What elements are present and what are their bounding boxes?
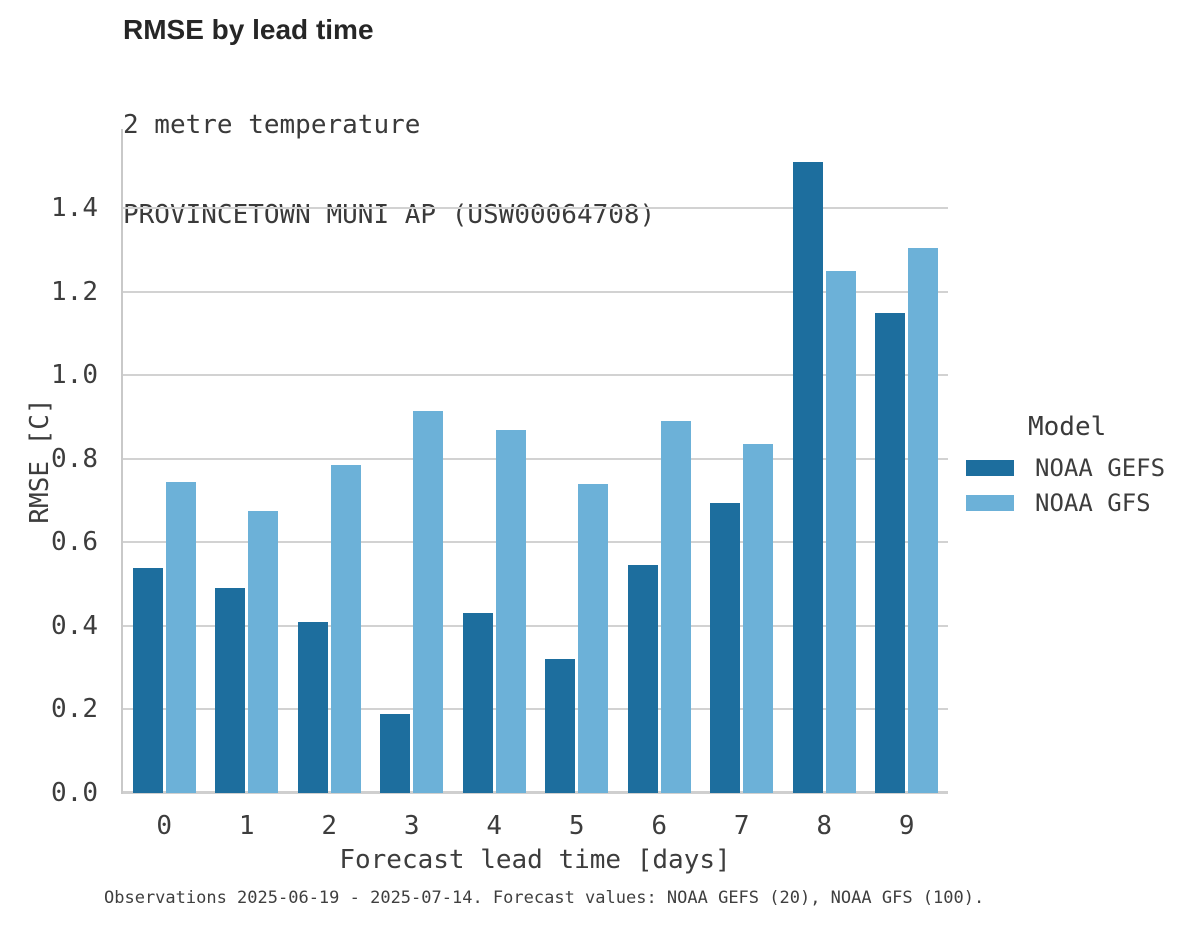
chart-subtitle-line-1: 2 metre temperature [123, 110, 421, 140]
x-tick-label-1: 1 [238, 811, 255, 841]
chart-title: RMSE by lead time [123, 14, 374, 45]
legend-item-noaa-gefs: NOAA GEFS [966, 450, 1165, 485]
legend-label-noaa-gefs: NOAA GEFS [1035, 453, 1166, 482]
bar-noaa-gfs-lead-7 [743, 444, 774, 793]
y-tick-label-0.0: 0.0 [51, 778, 98, 808]
bar-noaa-gefs-lead-1 [215, 588, 246, 793]
bar-noaa-gfs-lead-3 [413, 410, 444, 793]
bar-noaa-gfs-lead-9 [908, 248, 939, 793]
bar-noaa-gefs-lead-4 [462, 613, 493, 793]
bar-noaa-gefs-lead-3 [380, 713, 411, 793]
legend-label-noaa-gfs: NOAA GFS [1035, 488, 1151, 517]
y-tick-label-1.2: 1.2 [51, 276, 98, 307]
y-tick-label-0.8: 0.8 [51, 443, 98, 474]
chart-subtitle-line-2: PROVINCETOWN MUNI AP (USW00064708) [123, 200, 656, 230]
y-axis-spine [121, 129, 123, 794]
bar-noaa-gfs-lead-5 [578, 483, 609, 793]
gridline-0.2 [123, 708, 948, 711]
legend: Model NOAA GEFS NOAA GFS [966, 412, 1165, 520]
x-tick-label-6: 6 [651, 811, 668, 841]
gridline-1.2 [123, 290, 948, 293]
y-axis-label: RMSE [C] [25, 398, 55, 524]
y-tick-label-1.4: 1.4 [51, 193, 98, 224]
gridline-0.4 [123, 624, 948, 627]
bar-noaa-gfs-lead-8 [825, 271, 856, 793]
legend-title: Model [1028, 412, 1107, 442]
y-tick-label-0.4: 0.4 [51, 610, 98, 641]
x-tick-label-9: 9 [898, 811, 915, 841]
x-tick-label-3: 3 [403, 811, 420, 841]
bar-noaa-gfs-lead-2 [330, 465, 361, 793]
plot-area [123, 129, 948, 794]
bar-noaa-gfs-lead-6 [660, 421, 691, 793]
bar-noaa-gefs-lead-5 [545, 659, 576, 793]
x-tick-label-4: 4 [486, 811, 503, 841]
x-axis-label: Forecast lead time [days] [339, 845, 731, 875]
bar-noaa-gfs-lead-1 [248, 511, 279, 793]
legend-swatch-noaa-gefs [966, 459, 1014, 476]
bar-noaa-gfs-lead-0 [165, 481, 196, 793]
caption: Observations 2025-06-19 - 2025-07-14. Fo… [104, 888, 985, 908]
legend-swatch-noaa-gfs [966, 494, 1014, 511]
x-tick-label-5: 5 [568, 811, 585, 841]
gridline-0.8 [123, 457, 948, 460]
x-axis-spine [123, 791, 948, 794]
bar-noaa-gefs-lead-2 [297, 621, 328, 793]
chart-subtitle: 2 metre temperature PROVINCETOWN MUNI AP… [123, 50, 655, 290]
y-tick-label-1.0: 1.0 [51, 360, 98, 391]
bar-noaa-gefs-lead-7 [710, 502, 741, 793]
bar-noaa-gefs-lead-0 [132, 567, 163, 793]
x-tick-label-2: 2 [321, 811, 338, 841]
gridline-1.4 [123, 207, 948, 210]
y-tick-label-0.6: 0.6 [51, 527, 98, 558]
gridline-1.0 [123, 374, 948, 377]
bar-noaa-gefs-lead-6 [627, 565, 658, 793]
legend-item-noaa-gfs: NOAA GFS [966, 485, 1165, 520]
x-tick-label-0: 0 [156, 811, 173, 841]
x-tick-label-8: 8 [816, 811, 833, 841]
bar-noaa-gfs-lead-4 [495, 429, 526, 793]
x-tick-label-7: 7 [733, 811, 750, 841]
bar-noaa-gefs-lead-9 [875, 312, 906, 793]
bar-noaa-gefs-lead-8 [792, 162, 823, 793]
y-tick-label-0.2: 0.2 [51, 694, 98, 725]
gridline-0.6 [123, 541, 948, 544]
